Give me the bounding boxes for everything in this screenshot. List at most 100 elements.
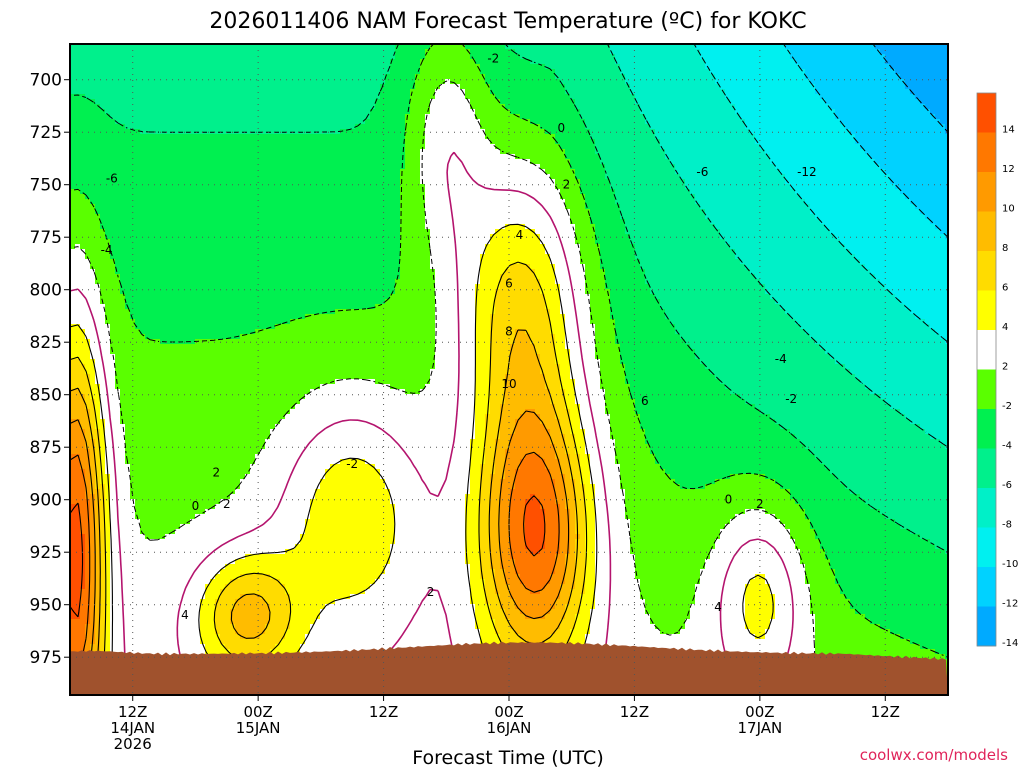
field-cell bbox=[830, 139, 836, 145]
field-cell bbox=[750, 49, 756, 55]
field-cell bbox=[455, 124, 461, 130]
field-cell bbox=[450, 59, 456, 65]
field-cell bbox=[515, 94, 521, 100]
field-cell bbox=[460, 104, 466, 110]
field-cell bbox=[780, 49, 786, 55]
field-cell bbox=[390, 159, 396, 165]
field-cell bbox=[370, 59, 376, 65]
field-cell bbox=[835, 129, 841, 135]
field-cell bbox=[375, 139, 381, 145]
field-cell bbox=[570, 64, 576, 70]
field-cell bbox=[325, 134, 331, 140]
field-cell bbox=[215, 119, 221, 125]
field-cell bbox=[785, 59, 791, 65]
field-cell bbox=[700, 154, 706, 160]
field-cell bbox=[900, 49, 906, 55]
field-cell bbox=[775, 109, 781, 115]
field-cell bbox=[715, 94, 721, 100]
field-cell bbox=[710, 149, 716, 155]
field-cell bbox=[465, 69, 471, 75]
field-cell bbox=[610, 119, 616, 125]
field-cell bbox=[240, 54, 246, 60]
field-cell bbox=[635, 149, 641, 155]
field-cell bbox=[575, 94, 581, 100]
field-cell bbox=[205, 124, 211, 130]
field-cell bbox=[280, 164, 286, 170]
field-cell bbox=[440, 69, 446, 75]
field-cell bbox=[630, 149, 636, 155]
field-cell bbox=[215, 184, 221, 190]
field-cell bbox=[730, 164, 736, 170]
field-cell bbox=[220, 109, 226, 115]
field-cell bbox=[790, 99, 796, 105]
field-cell bbox=[735, 179, 741, 185]
field-cell bbox=[245, 179, 251, 185]
field-cell bbox=[245, 144, 251, 150]
field-cell bbox=[395, 124, 401, 130]
field-cell bbox=[705, 114, 711, 120]
field-cell bbox=[835, 154, 841, 160]
field-cell bbox=[215, 174, 221, 180]
field-cell bbox=[805, 89, 811, 95]
field-cell bbox=[375, 184, 381, 190]
field-cell bbox=[585, 169, 591, 175]
field-cell bbox=[695, 179, 701, 185]
field-cell bbox=[705, 104, 711, 110]
field-cell bbox=[505, 89, 511, 95]
field-cell bbox=[940, 134, 946, 140]
field-cell bbox=[825, 109, 831, 115]
field-cell bbox=[615, 144, 621, 150]
field-cell bbox=[595, 119, 601, 125]
field-cell bbox=[285, 109, 291, 115]
field-cell bbox=[850, 174, 856, 180]
field-cell bbox=[115, 154, 121, 160]
field-cell bbox=[455, 94, 461, 100]
field-cell bbox=[845, 124, 851, 130]
field-cell bbox=[675, 94, 681, 100]
field-cell bbox=[500, 134, 506, 140]
field-cell bbox=[865, 169, 871, 175]
field-cell bbox=[625, 64, 631, 70]
field-cell bbox=[775, 154, 781, 160]
field-cell bbox=[705, 59, 711, 65]
field-cell bbox=[310, 114, 316, 120]
field-cell bbox=[290, 119, 296, 125]
field-cell bbox=[510, 134, 516, 140]
field-cell bbox=[415, 84, 421, 90]
field-cell bbox=[755, 149, 761, 155]
field-cell bbox=[875, 74, 881, 80]
field-cell bbox=[170, 179, 176, 185]
field-cell bbox=[235, 109, 241, 115]
field-cell bbox=[75, 174, 81, 180]
field-cell bbox=[855, 79, 861, 85]
field-cell bbox=[830, 99, 836, 105]
field-cell bbox=[440, 54, 446, 60]
field-cell bbox=[710, 64, 716, 70]
field-cell bbox=[75, 144, 81, 150]
field-cell bbox=[90, 114, 96, 120]
field-cell bbox=[735, 149, 741, 155]
field-cell bbox=[635, 94, 641, 100]
field-cell bbox=[110, 69, 116, 75]
field-cell bbox=[185, 84, 191, 90]
field-cell bbox=[265, 149, 271, 155]
field-cell bbox=[335, 49, 341, 55]
field-cell bbox=[390, 109, 396, 115]
field-cell bbox=[345, 69, 351, 75]
field-cell bbox=[135, 164, 141, 170]
field-cell bbox=[110, 134, 116, 140]
field-cell bbox=[465, 159, 471, 165]
field-cell bbox=[435, 69, 441, 75]
field-cell bbox=[420, 134, 426, 140]
field-cell bbox=[215, 144, 221, 150]
field-cell bbox=[190, 174, 196, 180]
field-cell bbox=[820, 144, 826, 150]
field-cell bbox=[350, 144, 356, 150]
field-cell bbox=[205, 114, 211, 120]
field-cell bbox=[610, 134, 616, 140]
field-cell bbox=[605, 84, 611, 90]
field-cell bbox=[525, 144, 531, 150]
field-cell bbox=[130, 169, 136, 175]
field-cell bbox=[815, 69, 821, 75]
field-cell bbox=[590, 159, 596, 165]
